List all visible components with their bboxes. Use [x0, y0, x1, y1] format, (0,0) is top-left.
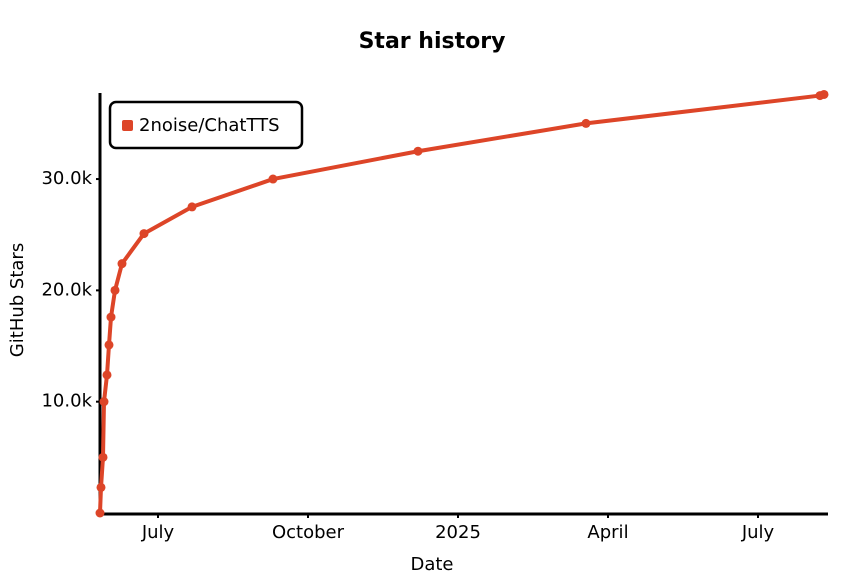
- data-point: [819, 89, 829, 99]
- x-tick-label: July: [741, 522, 775, 543]
- legend-swatch: [122, 120, 133, 131]
- data-point: [98, 452, 108, 462]
- chart-title: Star history: [359, 29, 506, 54]
- y-tick-label: 30.0k: [41, 168, 92, 189]
- legend-label: 2noise/ChatTTS: [139, 115, 280, 136]
- data-point: [104, 340, 114, 350]
- data-point: [110, 285, 120, 295]
- series-line: [98, 92, 826, 515]
- x-tick-label: July: [141, 522, 175, 543]
- legend: 2noise/ChatTTS: [108, 100, 304, 150]
- x-tick-label: 2025: [435, 522, 481, 543]
- data-point: [117, 259, 127, 269]
- x-axis-label: Date: [410, 554, 453, 575]
- data-point: [413, 146, 423, 156]
- y-tick-label: 20.0k: [41, 279, 92, 300]
- y-tick-label: 10.0k: [41, 391, 92, 412]
- x-tick-label: April: [587, 522, 628, 543]
- data-point: [187, 202, 197, 212]
- data-point: [268, 174, 278, 184]
- legend-box: [108, 100, 304, 150]
- data-point: [139, 229, 149, 239]
- data-point: [102, 370, 112, 380]
- data-point: [581, 118, 591, 128]
- y-axis-label: GitHub Stars: [7, 243, 28, 357]
- x-tick-label: October: [272, 522, 345, 543]
- data-point: [99, 397, 109, 407]
- data-point: [96, 482, 106, 492]
- data-point: [95, 508, 105, 518]
- data-point: [106, 312, 116, 322]
